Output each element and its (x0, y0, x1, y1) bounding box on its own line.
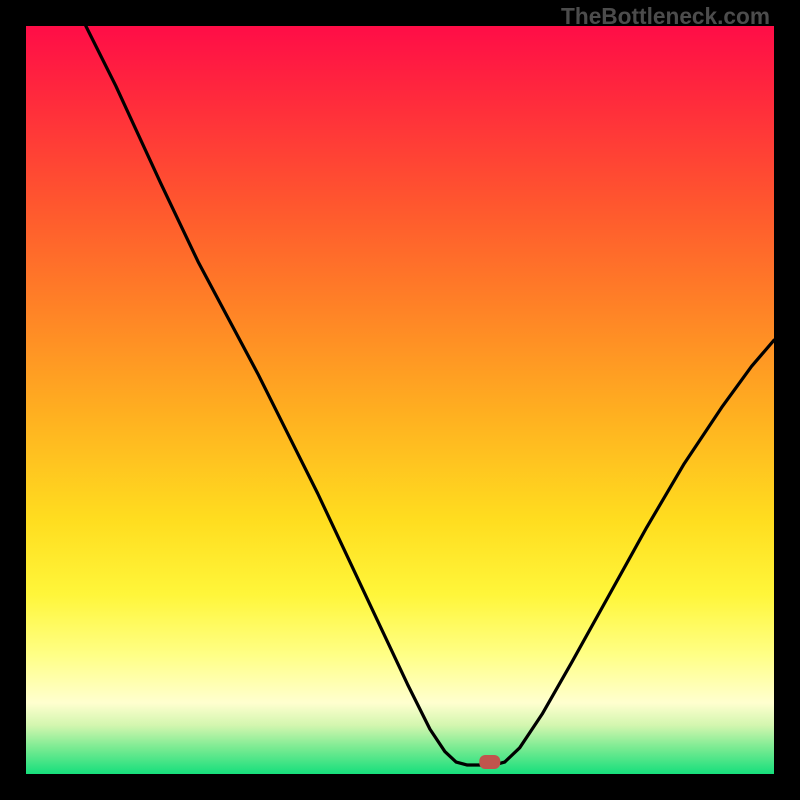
bottleneck-curve (26, 26, 774, 774)
watermark-label: TheBottleneck.com (561, 3, 770, 30)
plot-area (26, 26, 774, 774)
optimal-point-marker (479, 755, 500, 769)
chart-frame: TheBottleneck.com (0, 0, 800, 800)
